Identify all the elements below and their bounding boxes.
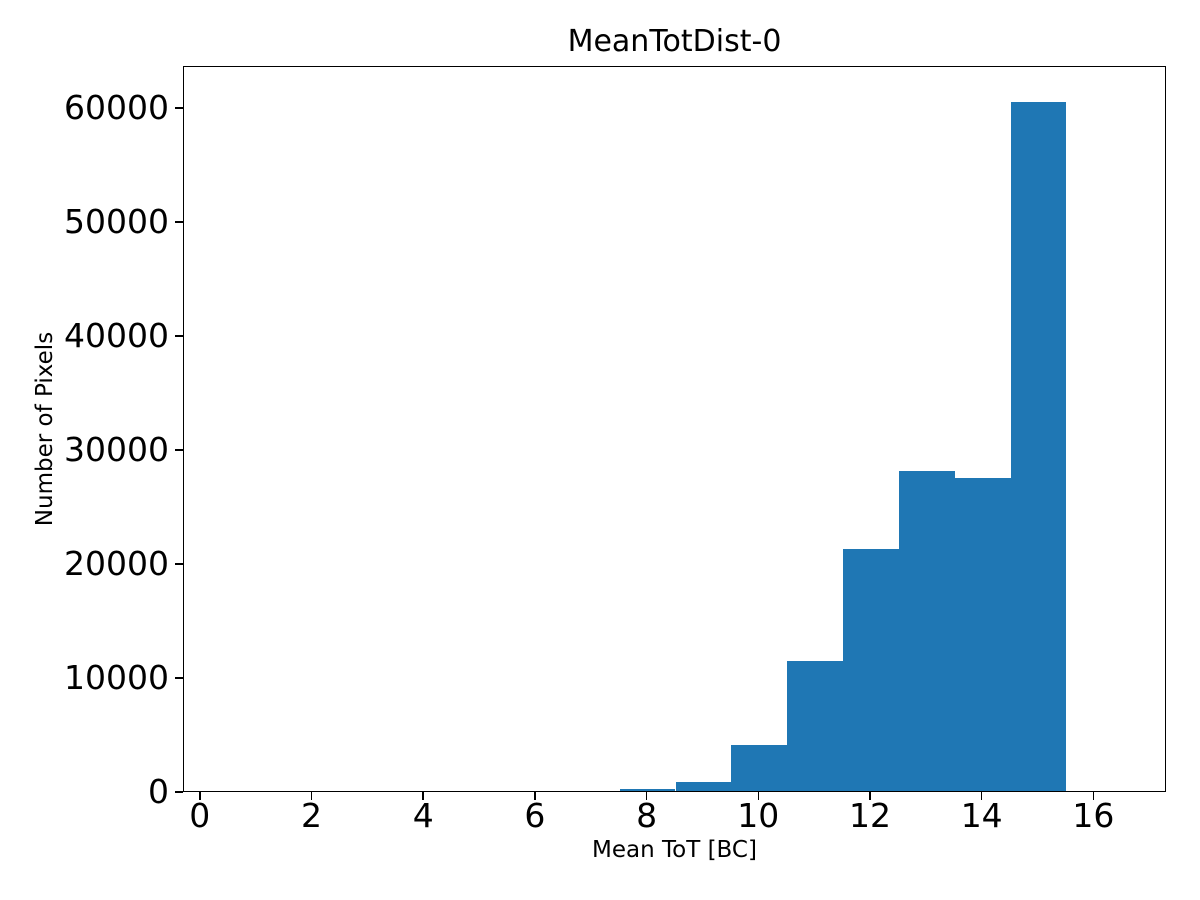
y-tick-mark: [175, 221, 183, 223]
x-tick-label: 2: [301, 796, 322, 835]
y-axis-label-text: Number of Pixels: [32, 331, 58, 527]
y-tick-label: 40000: [64, 316, 169, 356]
y-tick-mark: [175, 563, 183, 565]
y-tick-mark: [175, 107, 183, 109]
x-tick-label: 8: [636, 796, 658, 835]
y-tick-label: 0: [148, 772, 169, 811]
x-tick-mark: [199, 792, 201, 800]
x-tick-mark: [422, 792, 424, 800]
histogram-bar: [954, 477, 1011, 791]
y-tick-mark: [175, 677, 183, 679]
y-tick-mark: [175, 449, 183, 451]
x-tick-mark: [869, 792, 871, 800]
plot-area: [183, 66, 1166, 792]
histogram-bar: [787, 661, 844, 791]
x-tick-mark: [645, 792, 648, 800]
x-tick-label: 4: [412, 796, 434, 835]
histogram-bar: [731, 745, 788, 791]
x-tick-mark: [980, 792, 983, 800]
histogram-bar: [843, 549, 899, 791]
histogram-bar: [898, 470, 955, 791]
y-tick-label: 60000: [64, 88, 169, 128]
bars-layer: [184, 67, 1165, 791]
x-tick-label: 14: [960, 796, 1003, 835]
y-tick-mark: [175, 335, 183, 337]
histogram-bar: [1010, 101, 1067, 791]
x-tick-label: 0: [189, 796, 211, 835]
x-tick-mark: [534, 792, 536, 800]
histogram-bar: [619, 788, 676, 791]
x-tick-mark: [310, 792, 313, 800]
x-tick-label: 6: [524, 796, 546, 835]
x-tick-mark: [757, 792, 760, 800]
x-tick-mark: [1092, 792, 1095, 800]
x-tick-label: 16: [1072, 796, 1115, 835]
histogram-bar: [675, 781, 732, 791]
y-tick-label: 20000: [64, 544, 169, 584]
x-axis-label: Mean ToT [BC]: [592, 837, 757, 863]
y-tick-label: 10000: [64, 658, 169, 697]
x-tick-label: 10: [737, 796, 780, 835]
y-tick-mark: [175, 791, 183, 793]
y-tick-label: 30000: [64, 430, 169, 470]
x-tick-label: 12: [849, 796, 891, 835]
chart-title: MeanTotDist-0: [567, 24, 782, 59]
y-tick-label: 50000: [64, 202, 169, 242]
